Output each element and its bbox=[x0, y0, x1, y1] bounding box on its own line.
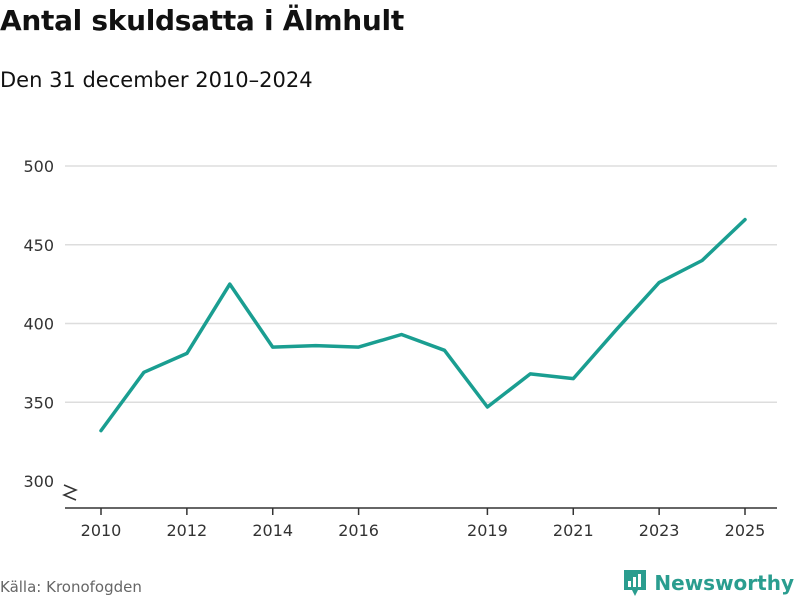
y-tick-label: 450 bbox=[23, 236, 54, 255]
axis-break-icon bbox=[62, 484, 78, 501]
x-tick-label: 2025 bbox=[725, 521, 766, 540]
x-tick-label: 2016 bbox=[338, 521, 379, 540]
brand-name: Newsworthy bbox=[654, 571, 794, 595]
y-tick-label: 500 bbox=[23, 157, 54, 176]
x-tick-label: 2010 bbox=[81, 521, 122, 540]
x-tick-label: 2014 bbox=[252, 521, 293, 540]
chart-subtitle: Den 31 december 2010–2024 bbox=[0, 68, 313, 92]
source-note: Källa: Kronofogden bbox=[0, 578, 142, 596]
y-tick-label: 350 bbox=[23, 393, 54, 412]
x-tick-label: 2019 bbox=[467, 521, 508, 540]
y-tick-label: 400 bbox=[23, 315, 54, 334]
newsworthy-logo-icon bbox=[624, 570, 647, 596]
x-tick-label: 2023 bbox=[639, 521, 680, 540]
series-line-0 bbox=[99, 217, 747, 433]
x-tick-label: 2021 bbox=[553, 521, 594, 540]
x-tick-label: 2012 bbox=[167, 521, 208, 540]
brand-logo: Newsworthy bbox=[622, 568, 794, 598]
chart-title: Antal skuldsatta i Älmhult bbox=[0, 4, 404, 37]
y-tick-label: 300 bbox=[23, 472, 54, 491]
